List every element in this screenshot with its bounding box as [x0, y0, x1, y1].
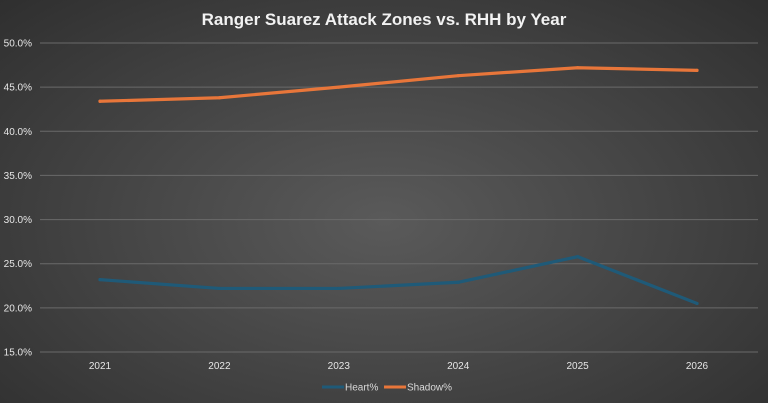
y-tick-label: 25.0%	[4, 259, 32, 270]
series-line-heart	[98, 255, 699, 306]
data-point-shadow	[337, 85, 341, 89]
x-tick-label: 2023	[328, 361, 351, 372]
y-tick-label: 15.0%	[4, 348, 32, 359]
legend: Heart% Shadow%	[322, 383, 452, 394]
x-tick-label: 2024	[447, 361, 470, 372]
data-point-heart	[576, 255, 580, 259]
data-point-heart	[456, 280, 460, 284]
data-point-shadow	[98, 99, 102, 103]
data-point-shadow	[576, 66, 580, 70]
data-point-heart	[98, 278, 102, 282]
x-tick-label: 2025	[566, 361, 589, 372]
y-tick-label: 45.0%	[4, 83, 32, 94]
data-point-shadow	[217, 96, 221, 100]
series-line-shadow	[98, 66, 699, 103]
y-tick-label: 30.0%	[4, 215, 32, 226]
data-point-heart	[695, 301, 699, 306]
legend-label: Shadow%	[407, 383, 452, 394]
data-point-heart	[217, 286, 221, 291]
x-tick-label: 2022	[208, 361, 231, 372]
x-tick-label: 2026	[686, 361, 709, 372]
legend-item-heart: Heart%	[322, 383, 378, 394]
series-lines	[98, 66, 699, 306]
legend-item-shadow: Shadow%	[384, 383, 452, 394]
y-tick-label: 35.0%	[4, 171, 32, 182]
y-axis-ticks: 15.0% 20.0% 25.0% 30.0% 35.0% 40.0% 45.0% 50.0%	[4, 39, 32, 359]
x-axis-ticks: 2021 2022 2023 2024 2025 2026	[89, 361, 709, 372]
x-tick-label: 2021	[89, 361, 112, 372]
legend-label: Heart%	[345, 383, 378, 394]
y-tick-label: 20.0%	[4, 303, 32, 314]
y-tick-label: 50.0%	[4, 39, 32, 50]
data-point-heart	[337, 286, 341, 291]
gridlines	[40, 42, 758, 353]
chart-title: Ranger Suarez Attack Zones vs. RHH by Ye…	[202, 10, 567, 29]
data-point-shadow	[456, 74, 460, 78]
y-tick-label: 40.0%	[4, 127, 32, 138]
data-point-shadow	[695, 68, 699, 72]
